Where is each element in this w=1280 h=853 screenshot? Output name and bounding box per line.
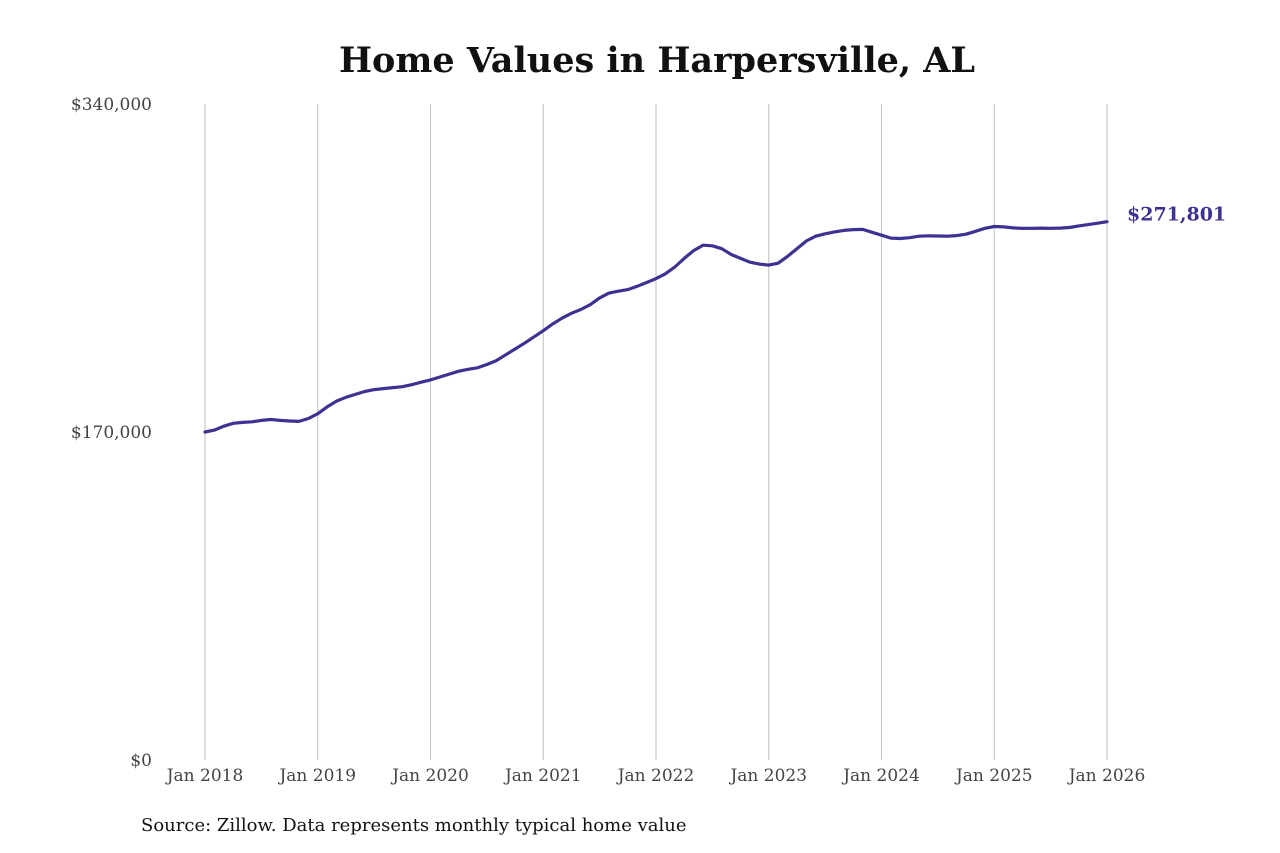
chart-title: Home Values in Harpersville, AL [339, 40, 975, 81]
x-tick-label: Jan 2022 [616, 766, 695, 786]
vertical-gridlines [204, 104, 1108, 760]
home-value-series-line [203, 220, 1109, 434]
source-note: Source: Zillow. Data represents monthly … [141, 815, 687, 836]
x-tick-label: Jan 2018 [165, 766, 244, 786]
y-tick-label: $170,000 [71, 423, 152, 443]
x-tick-label: Jan 2020 [390, 766, 469, 786]
x-tick-label: Jan 2025 [954, 766, 1033, 786]
y-tick-label: $340,000 [71, 95, 152, 115]
latest-value-label: $271,801 [1127, 204, 1226, 226]
y-tick-label: $0 [130, 751, 152, 771]
x-tick-label: Jan 2024 [841, 766, 920, 786]
y-axis-tick-labels: $0 $170,000 $340,000 [71, 95, 152, 771]
x-tick-label: Jan 2026 [1067, 766, 1146, 786]
x-tick-label: Jan 2023 [728, 766, 807, 786]
x-tick-label: Jan 2019 [277, 766, 356, 786]
x-axis-tick-labels: Jan 2018 Jan 2019 Jan 2020 Jan 2021 Jan 2022… [165, 766, 1146, 786]
x-tick-label: Jan 2021 [503, 766, 582, 786]
